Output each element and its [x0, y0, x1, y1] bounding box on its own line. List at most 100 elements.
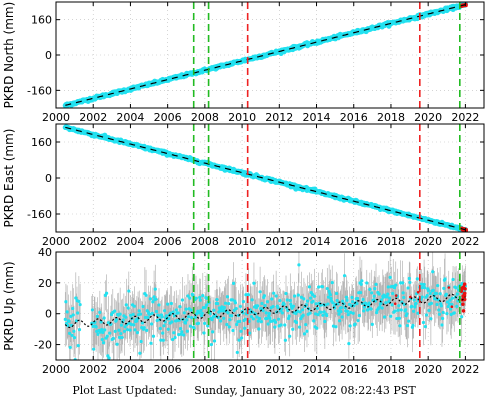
- data-point: [425, 294, 429, 298]
- data-point: [437, 308, 441, 312]
- data-point: [450, 302, 454, 307]
- data-point: [127, 289, 131, 293]
- x-tick-label: 2018: [377, 235, 405, 248]
- data-point: [260, 301, 264, 306]
- data-point: [312, 294, 316, 298]
- ticks: [55, 251, 484, 360]
- x-tick-label: 2020: [414, 111, 442, 124]
- x-tick-label: 2008: [191, 363, 219, 376]
- data-point: [118, 312, 122, 316]
- x-tick-label: 2002: [79, 235, 107, 248]
- data-point: [301, 308, 305, 312]
- data-point: [450, 296, 455, 300]
- data-point: [424, 313, 429, 317]
- data-point: [285, 298, 289, 302]
- data-point: [449, 312, 453, 317]
- data-point: [414, 301, 418, 306]
- data-point: [155, 318, 159, 323]
- data-point: [352, 303, 356, 308]
- data-point: [307, 285, 312, 289]
- x-tick-label: 2018: [377, 363, 405, 376]
- data-point: [452, 311, 456, 315]
- data-point: [396, 308, 400, 312]
- data-point: [263, 304, 267, 308]
- data-point: [227, 302, 231, 306]
- data-point: [200, 311, 204, 315]
- data-point: [154, 297, 158, 301]
- data-point: [171, 310, 175, 314]
- data-point: [177, 333, 181, 337]
- data-point: [149, 341, 153, 345]
- data-point: [161, 331, 165, 335]
- data-point: [338, 319, 342, 323]
- data-point: [170, 320, 174, 324]
- data-point: [408, 280, 412, 285]
- data-point: [91, 324, 95, 328]
- data-point: [267, 311, 271, 316]
- y-tick-label: -160: [27, 208, 52, 221]
- x-tick-label: 2004: [116, 235, 144, 248]
- data-point: [107, 356, 111, 360]
- data-point: [234, 306, 238, 311]
- chart-panel-1: 2000 2002 2004 2006 2008 2010 2012 2014 2016 2018…: [2, 1, 485, 124]
- data-point: [124, 303, 128, 307]
- data-point: [439, 304, 443, 308]
- recent-point: [416, 290, 420, 294]
- data-point: [246, 293, 250, 297]
- y-axis-label: PKRD Up (mm): [2, 261, 16, 350]
- data-point: [77, 328, 82, 332]
- data-point: [454, 286, 458, 290]
- data-point: [76, 344, 80, 348]
- x-tick-label: 2014: [303, 363, 331, 376]
- data-point: [445, 311, 449, 316]
- data-point: [140, 321, 144, 325]
- data-point: [276, 305, 280, 310]
- data-point: [406, 286, 410, 290]
- data-point: [235, 322, 239, 327]
- x-tick-label: 2014: [303, 235, 331, 248]
- data-point: [383, 315, 387, 319]
- data-point: [188, 324, 193, 328]
- data-point: [416, 311, 420, 315]
- data-point: [241, 299, 246, 304]
- data-point: [378, 305, 382, 309]
- data-point: [357, 313, 361, 318]
- data-point: [446, 304, 450, 309]
- data-point: [367, 301, 371, 305]
- data-point: [434, 291, 439, 296]
- data-point: [204, 303, 209, 307]
- data-point: [225, 322, 229, 327]
- data-point: [348, 324, 352, 328]
- data-point: [438, 292, 442, 296]
- data-point: [389, 314, 393, 318]
- recent-point: [393, 302, 397, 306]
- data-point: [388, 275, 392, 279]
- data-point: [429, 301, 434, 305]
- data-point: [222, 316, 226, 320]
- data-point: [370, 291, 374, 295]
- data-point: [261, 309, 265, 313]
- data-point: [202, 331, 206, 335]
- x-tick-label: 2008: [191, 111, 219, 124]
- data-layer: [62, 124, 469, 232]
- data-point: [180, 330, 184, 334]
- data-point: [420, 282, 424, 286]
- data-point: [283, 323, 287, 327]
- x-tick-label: 2002: [79, 363, 107, 376]
- data-point: [142, 326, 146, 330]
- data-point: [172, 314, 177, 318]
- data-point: [256, 319, 260, 323]
- data-layer: [63, 252, 467, 360]
- data-point: [189, 308, 193, 312]
- data-point: [65, 310, 69, 314]
- data-point: [330, 281, 334, 285]
- data-point: [311, 299, 315, 303]
- data-point: [162, 309, 167, 313]
- x-tick-label: 2022: [451, 235, 479, 248]
- data-point: [402, 295, 406, 300]
- data-point: [320, 285, 324, 289]
- data-point: [95, 314, 99, 318]
- data-point: [379, 301, 383, 305]
- data-point: [365, 281, 369, 285]
- data-point: [355, 302, 359, 306]
